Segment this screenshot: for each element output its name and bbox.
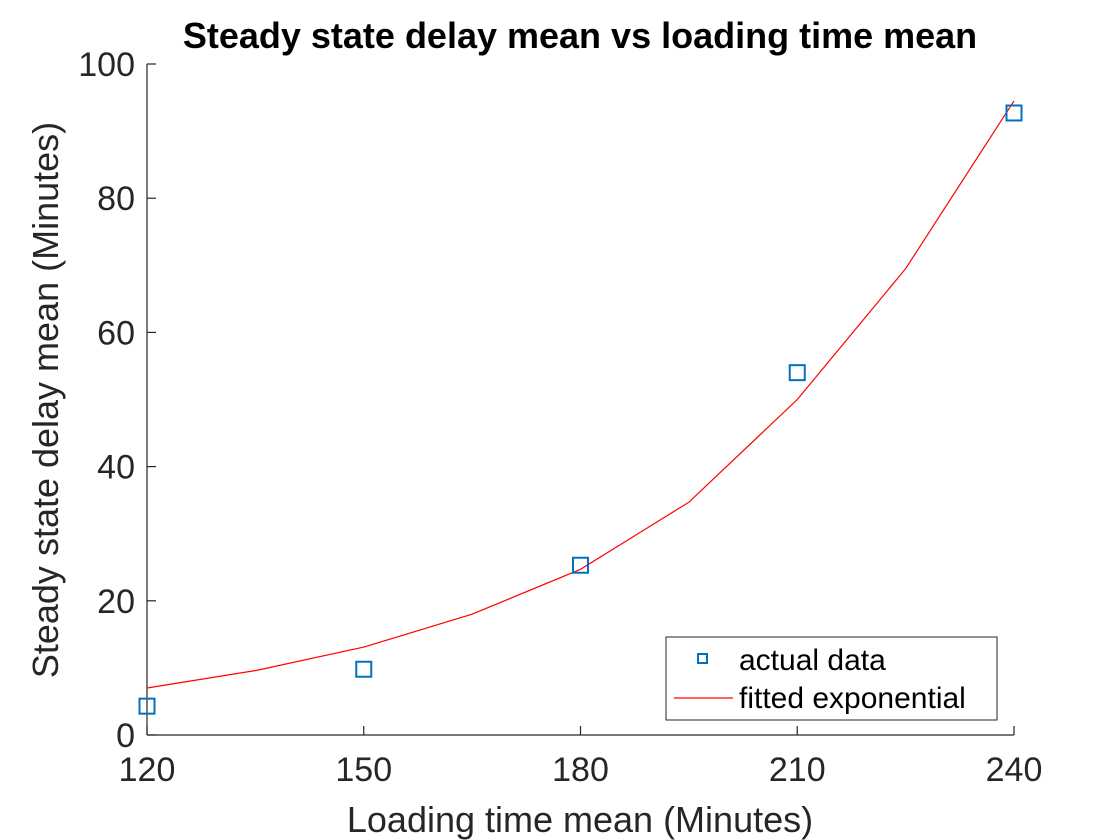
- legend-label-fitted-exponential: fitted exponential: [739, 682, 966, 715]
- plot-area: [138, 100, 1023, 715]
- x-tick-label: 240: [986, 751, 1043, 789]
- actual-data-point: [788, 364, 806, 382]
- actual-data-point: [1005, 104, 1023, 122]
- y-tick-label: 100: [78, 46, 135, 84]
- legend-box: [665, 636, 998, 721]
- actual-data-point: [355, 660, 373, 678]
- x-tick-label: 210: [769, 751, 826, 789]
- actual-data-point: [572, 556, 589, 574]
- y-tick-label: 0: [116, 717, 135, 755]
- y-tick-label: 20: [97, 583, 135, 621]
- chart-title: Steady state delay mean vs loading time …: [183, 15, 977, 56]
- fitted-exponential-line: [146, 100, 1015, 689]
- x-tick-label: 180: [552, 751, 609, 789]
- axes: 120 150 180 210 240 0 20 40 60 80 100: [78, 46, 1042, 789]
- actual-data-point: [138, 697, 156, 715]
- legend: actual data fitted exponential: [665, 636, 998, 721]
- x-tick-label: 150: [335, 751, 392, 789]
- y-tick-label: 60: [97, 314, 135, 352]
- y-tick-label: 40: [97, 449, 135, 487]
- legend-label-actual-data: actual data: [739, 644, 886, 677]
- x-axis-title: Loading time mean (Minutes): [347, 799, 813, 840]
- y-tick-label: 80: [97, 180, 135, 218]
- legend-marker-actual-data: [697, 653, 708, 664]
- x-tick-label: 120: [119, 751, 176, 789]
- y-axis-title: Steady state delay mean (Minutes): [25, 122, 66, 678]
